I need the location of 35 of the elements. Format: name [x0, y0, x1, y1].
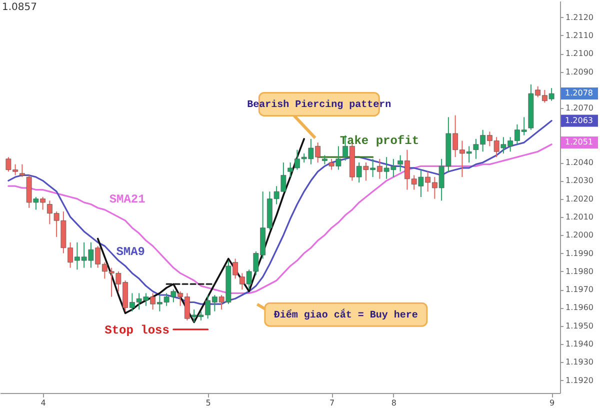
candlestick: [19, 164, 25, 178]
y-tick-label: 1.1970: [566, 285, 594, 294]
y-tick-label: 1.1960: [566, 303, 594, 312]
series-label: Stop loss: [104, 323, 170, 338]
y-tick-label: 1.2010: [566, 212, 594, 222]
annotation: Điểm giao cắt = Buy here: [274, 308, 418, 322]
series-label: SMA21: [109, 192, 146, 207]
y-tick-label: 1.1990: [566, 248, 594, 258]
y-tick-label: 1.2090: [566, 67, 594, 76]
y-tick-label: 1.1920: [566, 376, 594, 385]
y-tick-label: 1.2070: [566, 104, 594, 113]
y-tick-label: 1.1930: [566, 358, 594, 367]
candlestick: [322, 154, 328, 165]
y-tick-label: 1.2100: [566, 49, 594, 58]
y-tick-label: 1.1950: [566, 321, 594, 330]
x-tick-label: 7: [330, 398, 335, 408]
y-tick-label: 1.2040: [566, 158, 594, 168]
y-tick-label: 1.2020: [566, 194, 594, 204]
y-tick-label: 1.2030: [566, 176, 594, 186]
x-tick-label: 5: [206, 398, 211, 408]
y-tick-label: 1.2000: [566, 230, 594, 240]
annotation: 1.2051: [565, 138, 593, 147]
y-tick-label: 1.2120: [566, 12, 594, 22]
series-label: SMA9: [116, 245, 145, 260]
x-tick-label: 4: [40, 398, 46, 408]
x-tick-label: 9: [550, 398, 555, 408]
annotation: 1.2078: [565, 88, 593, 98]
x-tick-label: 8: [391, 398, 396, 408]
annotation: 1.2063: [565, 116, 593, 125]
annotation: Bearish Piercing pattern: [247, 99, 392, 112]
y-tick-label: 1.2110: [566, 30, 594, 40]
line-series: [96, 138, 305, 324]
annotation: 1.0857: [2, 2, 37, 13]
y-tick-label: 1.1980: [566, 266, 594, 276]
y-tick-label: 1.1940: [566, 340, 594, 348]
